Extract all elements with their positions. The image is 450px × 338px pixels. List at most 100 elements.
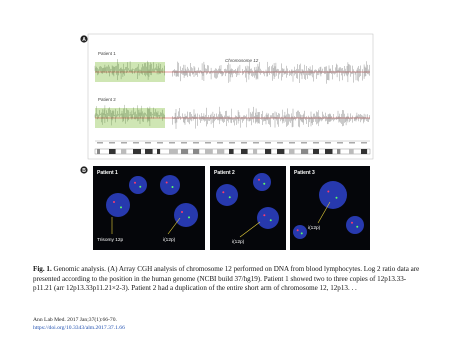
fish-image [210, 166, 286, 250]
signal [181, 211, 183, 213]
band [169, 149, 178, 154]
signal [165, 181, 168, 184]
band [217, 149, 225, 154]
scale-tick [193, 142, 199, 144]
nucleus [106, 193, 130, 217]
panel-label: A [82, 37, 86, 43]
scale-tick [217, 142, 223, 144]
caption-text: Genomic analysis. (A) Array CGH analysis… [33, 265, 420, 293]
band [121, 149, 127, 154]
scale-tick [181, 142, 187, 144]
panel-b-badge [80, 166, 88, 174]
scale-tick [97, 142, 103, 144]
band [265, 149, 272, 154]
signal [120, 206, 122, 209]
signal [113, 201, 115, 203]
band [349, 149, 354, 154]
scale-tick [253, 142, 259, 144]
panel-label: B [82, 168, 86, 174]
scale-tick [301, 142, 307, 144]
ideogram [94, 142, 371, 155]
band [133, 149, 141, 154]
band [205, 149, 213, 154]
nucleus [160, 175, 180, 195]
band [109, 149, 116, 154]
nucleus [319, 181, 347, 209]
band [313, 149, 319, 154]
signal [263, 214, 266, 217]
signal [228, 196, 231, 199]
caption-number: Fig. 1. [33, 265, 52, 273]
scale-tick [361, 142, 367, 144]
signal [335, 196, 338, 199]
log-ratio-noise [94, 59, 370, 129]
band [193, 149, 200, 154]
track-label: Patient 2 [98, 97, 116, 102]
chromosome-label: Chromosome 12 [225, 58, 259, 63]
pointer [317, 201, 331, 224]
nucleus [253, 173, 271, 191]
scale-tick [265, 142, 271, 144]
image-title: Patient 3 [294, 170, 315, 176]
signal [222, 191, 225, 194]
band [289, 149, 295, 154]
signal [171, 186, 174, 188]
image-title: Patient 2 [214, 170, 235, 176]
fish-label: i(12p) [163, 237, 176, 243]
signal [296, 229, 299, 232]
panel-a-badge [80, 35, 88, 43]
band [361, 149, 368, 154]
nucleus [216, 184, 238, 206]
nucleus [174, 203, 198, 227]
signal [258, 178, 260, 181]
scale-tick [145, 142, 151, 144]
signal [188, 216, 190, 219]
signal [351, 221, 353, 224]
signal [139, 185, 142, 188]
footer: Ann Lab Med. 2017 Jan;37(1):66-70. https… [33, 317, 125, 332]
scale-tick [169, 142, 175, 144]
scale-tick [109, 142, 115, 144]
band [181, 149, 189, 154]
signal [327, 190, 330, 193]
doi-link[interactable]: https://doi.org/10.3343/alm.2017.37.1.66 [33, 324, 125, 331]
scale-tick [241, 142, 247, 144]
nucleus [293, 225, 307, 239]
panel-a-frame [87, 33, 374, 160]
band [325, 149, 333, 154]
scale-tick [229, 142, 235, 144]
scale-tick [313, 142, 319, 144]
scale-tick [349, 142, 355, 144]
journal: Ann Lab Med. 2017 Jan;37(1):66-70. [33, 317, 117, 323]
cells [106, 173, 364, 239]
band [97, 149, 100, 154]
caption: Fig. 1. Genomic analysis. (A) Array CGH … [33, 265, 425, 294]
band [229, 149, 234, 154]
scale-tick [133, 142, 139, 144]
signal [356, 225, 359, 228]
band [157, 149, 161, 154]
nucleus [346, 216, 364, 234]
fish-label: i(12p) [232, 239, 245, 245]
scale-tick [337, 142, 343, 144]
band [301, 149, 309, 154]
scale-tick [289, 142, 295, 144]
band [145, 149, 153, 154]
track-label: Patient 1 [98, 51, 116, 56]
band [253, 149, 258, 154]
signal [300, 232, 303, 235]
scale-tick [325, 142, 331, 144]
signal [134, 181, 136, 184]
band [337, 149, 341, 154]
image-title: Patient 1 [97, 170, 118, 176]
band [277, 149, 285, 154]
signal [269, 219, 272, 222]
nucleus [257, 207, 279, 229]
fish-label: i(12p) [308, 225, 321, 231]
band [241, 149, 248, 154]
scale-tick [157, 142, 163, 144]
scale-tick [205, 142, 211, 144]
signal [263, 182, 266, 185]
